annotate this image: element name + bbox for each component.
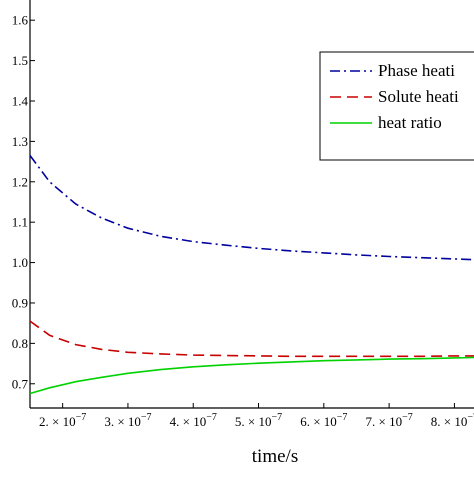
y-tick-label: 1.5 xyxy=(12,53,28,68)
series-lines xyxy=(29,155,474,395)
y-tick-label: 1.2 xyxy=(12,174,28,189)
x-tick-label: 2. × 10−7 xyxy=(39,412,86,429)
y-tick-label: 0.7 xyxy=(12,376,29,391)
x-tick-label: 4. × 10−7 xyxy=(170,412,217,429)
y-tick-label: 1.6 xyxy=(12,13,29,28)
legend-label: heat ratio xyxy=(378,113,442,132)
y-tick-label: 0.9 xyxy=(12,295,28,310)
legend-label: Phase heati xyxy=(378,61,455,80)
axes: 0.7 0.8 0.9 1.0 1.1 1.2 1.3 1.4 1.5 1.6 2. × 10−7 3… xyxy=(12,0,474,429)
series-line xyxy=(29,356,474,395)
series-line xyxy=(29,155,474,261)
series-line xyxy=(29,320,474,358)
x-tick-label: 7. × 10−7 xyxy=(366,412,413,429)
y-tick-label: 0.8 xyxy=(12,336,28,351)
y-tick-label: 1.4 xyxy=(12,93,29,108)
legend: Phase heati Solute heati heat ratio xyxy=(319,51,474,161)
y-tick-label: 1.3 xyxy=(12,134,28,149)
x-axis-title: time/s xyxy=(252,446,298,467)
legend-label: Solute heati xyxy=(378,87,459,106)
x-tick-label: 8. × 10−7 xyxy=(431,412,474,429)
y-tick-label: 1.0 xyxy=(12,255,28,270)
x-tick-label: 6. × 10−7 xyxy=(300,412,347,429)
legend-box xyxy=(319,51,474,161)
y-tick-label: 1.1 xyxy=(12,215,28,230)
x-tick-label: 3. × 10−7 xyxy=(104,412,151,429)
x-tick-label: 5. × 10−7 xyxy=(235,412,282,429)
